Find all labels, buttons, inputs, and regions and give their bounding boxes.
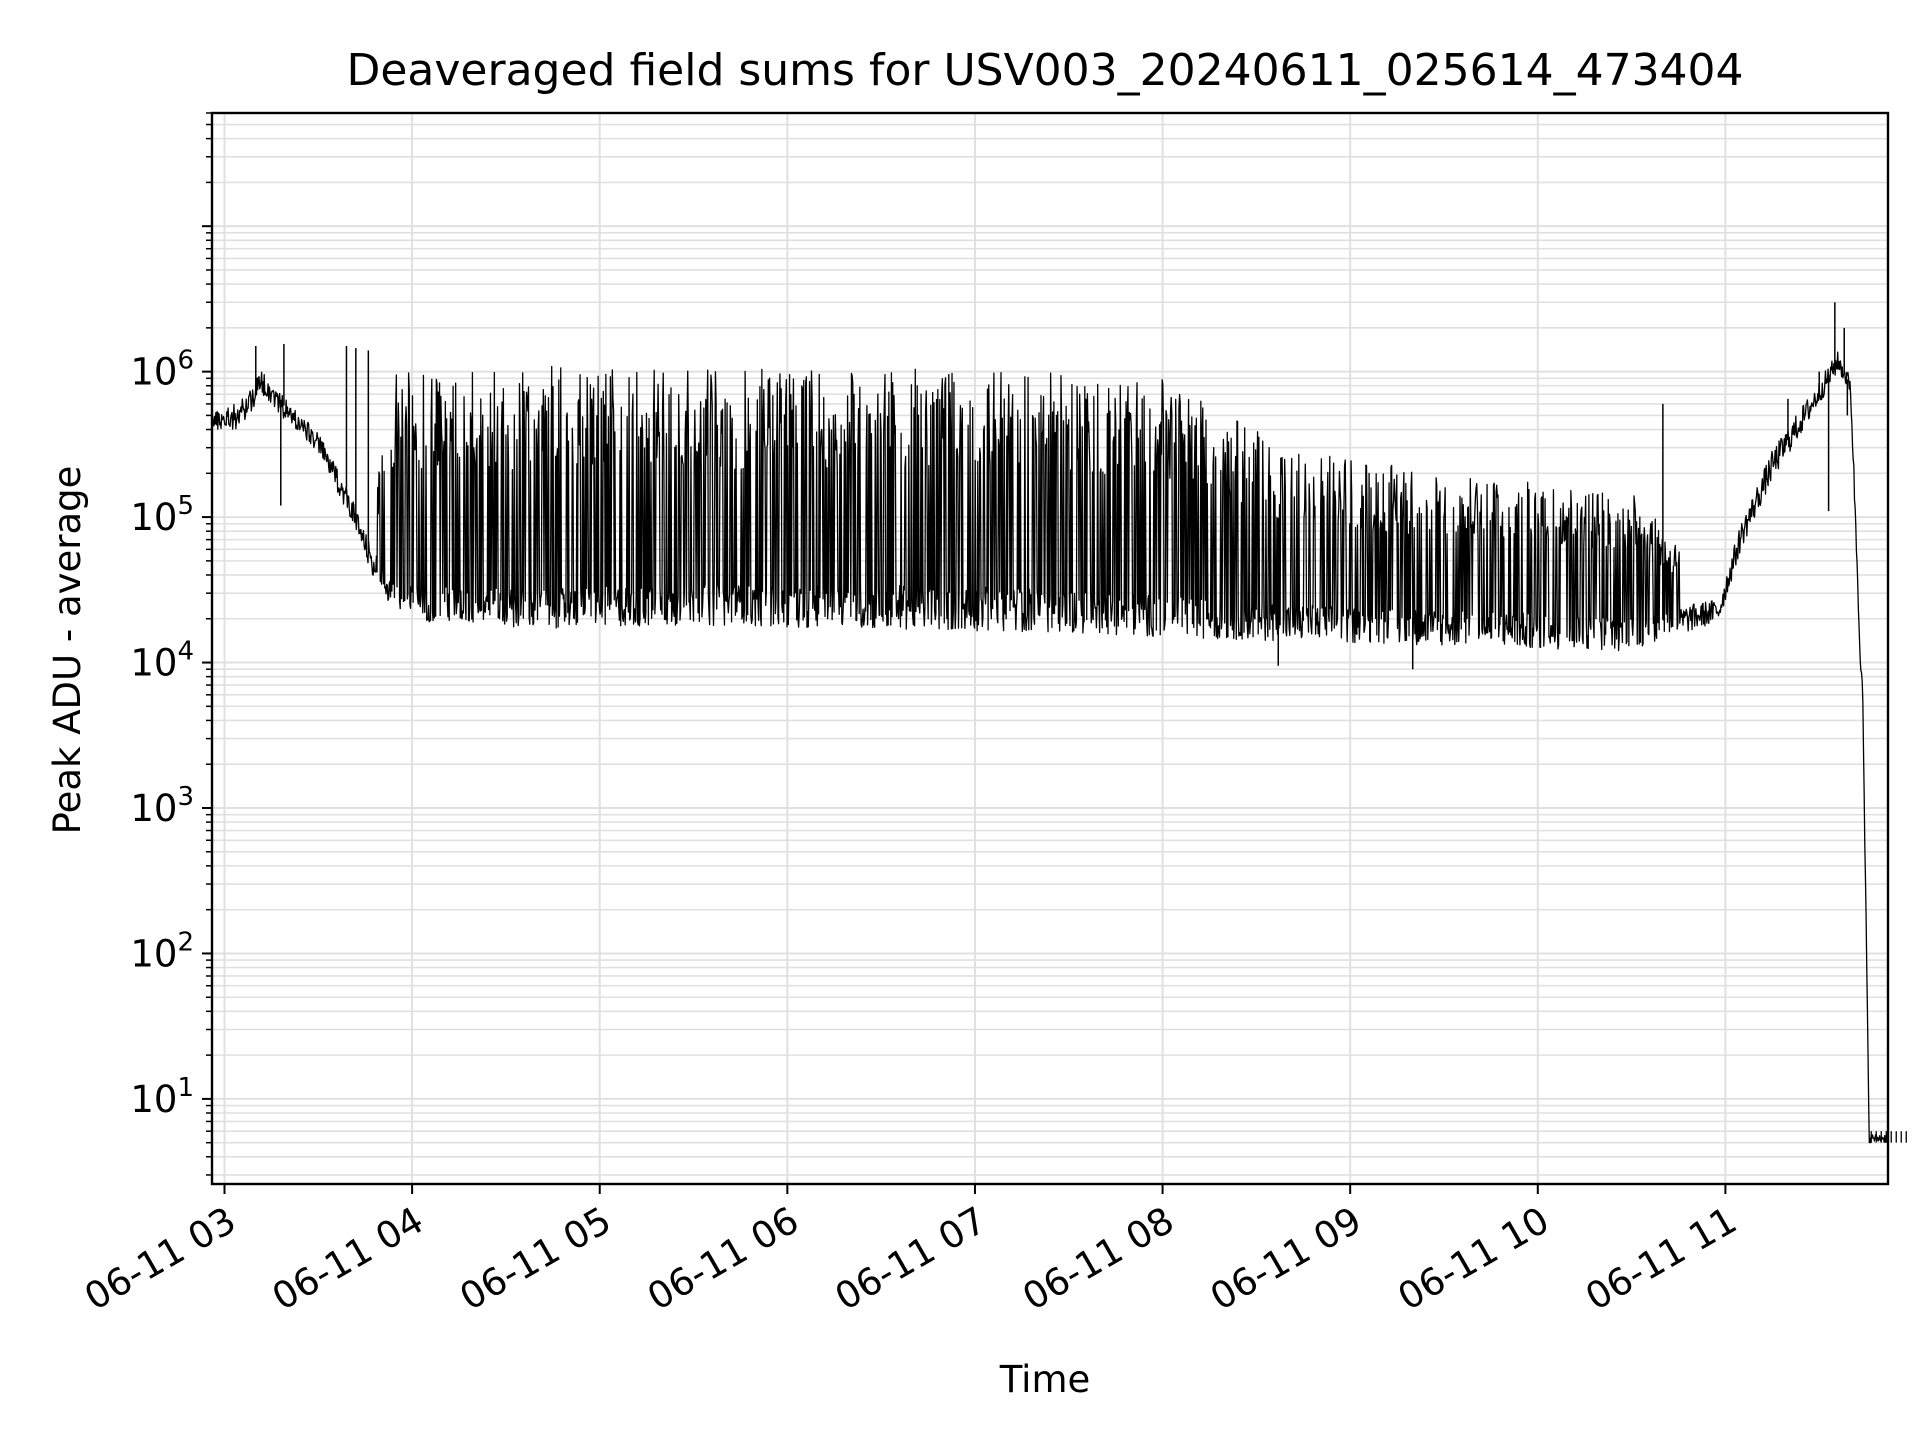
series-line [211, 351, 1889, 1144]
y-tick-label: 101 [130, 1073, 194, 1121]
x-tick-label: 06-11 06 [640, 1199, 806, 1319]
y-tick-label: 106 [130, 346, 194, 394]
x-tick-label: 06-11 08 [1015, 1199, 1181, 1319]
x-tick-label: 06-11 10 [1391, 1199, 1557, 1319]
x-axis-label: Time [999, 1358, 1091, 1401]
x-tick-label: 06-11 07 [828, 1199, 994, 1319]
x-tick-label: 06-11 04 [265, 1199, 431, 1319]
data-series [211, 302, 1907, 1144]
y-tick-label: 102 [130, 927, 194, 975]
grid-lines [212, 112, 1888, 1184]
plot-frame [210, 111, 1890, 1186]
y-tick-label: 104 [130, 637, 194, 685]
chart-title: Deaveraged field sums for USV003_2024061… [346, 45, 1743, 96]
x-tick-label: 06-11 11 [1578, 1199, 1744, 1319]
x-tick-label: 06-11 03 [77, 1199, 243, 1319]
y-tick-label: 105 [130, 491, 194, 539]
x-tick-label: 06-11 05 [453, 1199, 619, 1319]
x-tick-label: 06-11 09 [1203, 1199, 1369, 1319]
y-axis-label: Peak ADU - average [46, 466, 89, 835]
y-tick-label: 103 [130, 782, 194, 830]
